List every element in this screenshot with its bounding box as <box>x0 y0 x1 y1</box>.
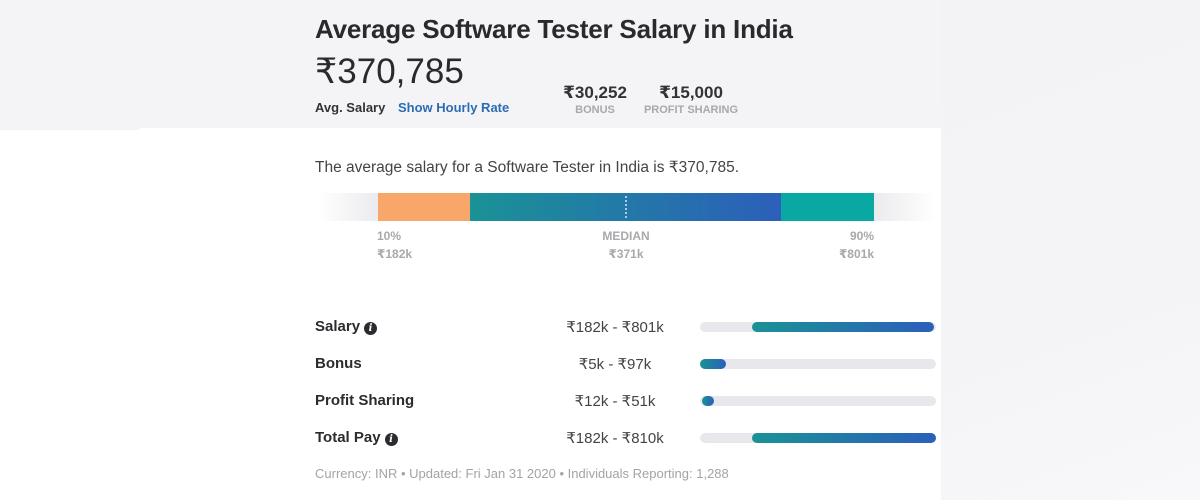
compensation-name-text: Total Pay <box>315 429 381 446</box>
median-label: MEDIAN <box>602 229 650 243</box>
compensation-row-salary: Salary i ₹182k - ₹801k <box>315 316 936 338</box>
compensation-row-profit-sharing: Profit Sharing ₹12k - ₹51k <box>315 390 936 412</box>
range-fill <box>751 433 936 443</box>
compensation-name: Bonus <box>315 355 362 372</box>
range-fill <box>702 396 715 406</box>
high-percentile-value: ₹801k <box>838 247 874 261</box>
salary-summary: The average salary for a Software Tester… <box>315 159 740 176</box>
low-percentile-label: 10% <box>377 229 402 243</box>
right-background <box>941 0 1200 500</box>
range-track <box>700 322 936 332</box>
footer-meta: Currency: INR • Updated: Fri Jan 31 2020… <box>315 466 729 481</box>
compensation-name-text: Profit Sharing <box>315 392 415 409</box>
info-icon[interactable]: i <box>384 433 398 446</box>
bonus-stat-value: ₹30,252 <box>563 83 627 102</box>
compensation-name: Salary i <box>315 318 378 335</box>
show-hourly-rate-link[interactable]: Show Hourly Rate <box>398 100 510 115</box>
median-value: ₹371k <box>608 247 644 261</box>
compensation-name: Profit Sharing <box>315 392 414 409</box>
bonus-stat-label: BONUS <box>575 104 615 116</box>
median-marker <box>625 196 627 218</box>
high-percentile-label: 90% <box>849 229 874 243</box>
distribution-fade-left <box>318 193 378 221</box>
profit-sharing-stat: ₹15,000 PROFIT SHARING <box>642 83 740 116</box>
distribution-high-segment <box>781 193 874 221</box>
info-icon[interactable]: i <box>364 322 378 335</box>
compensation-range: ₹182k - ₹801k <box>566 319 664 336</box>
profit-sharing-stat-value: ₹15,000 <box>659 83 723 102</box>
compensation-name: Total Pay i <box>315 429 398 446</box>
low-percentile-value: ₹182k <box>377 247 413 261</box>
range-track <box>700 396 936 406</box>
left-background <box>0 130 140 500</box>
profit-sharing-stat-label: PROFIT SHARING <box>643 104 739 116</box>
distribution-fade-right <box>874 193 936 221</box>
average-salary-value: ₹370,785 <box>315 52 464 91</box>
compensation-range: ₹182k - ₹810k <box>566 430 664 447</box>
compensation-row-total-pay: Total Pay i ₹182k - ₹810k <box>315 427 936 449</box>
bonus-stat: ₹30,252 BONUS <box>560 83 630 116</box>
compensation-row-bonus: Bonus ₹5k - ₹97k <box>315 353 936 375</box>
compensation-name-text: Bonus <box>315 355 362 372</box>
page-title: Average Software Tester Salary in India <box>315 14 793 44</box>
header-background <box>0 0 941 128</box>
range-fill <box>700 359 726 369</box>
compensation-range: ₹5k - ₹97k <box>578 356 652 373</box>
distribution-low-segment <box>378 193 470 221</box>
range-fill <box>751 322 934 332</box>
compensation-name-text: Salary <box>315 318 361 335</box>
range-track <box>700 433 936 443</box>
compensation-range: ₹12k - ₹51k <box>574 393 656 410</box>
range-track <box>700 359 936 369</box>
average-salary-label: Avg. Salary <box>315 100 386 115</box>
